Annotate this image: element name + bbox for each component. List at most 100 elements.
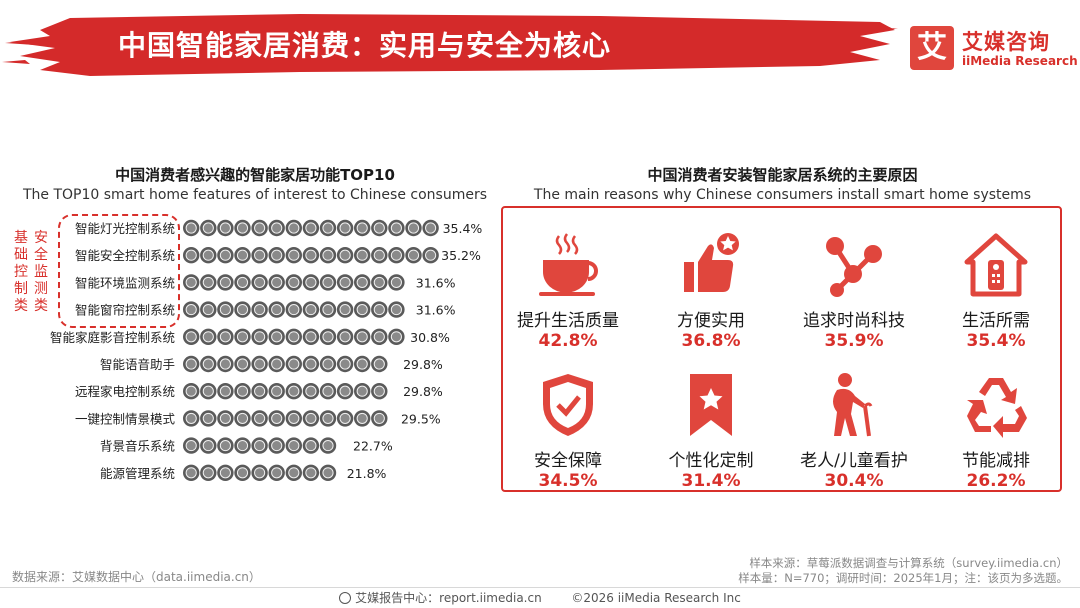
bar-unit-disc-inner [305,331,317,343]
reason-label: 生活所需 [962,311,1030,331]
reason-item: 方便实用 36.8% [646,230,776,351]
reason-label: 追求时尚科技 [803,311,905,331]
logo-mark: 艾 [910,26,954,70]
bar-unit-disc-inner [288,249,300,261]
sample-source-note: 样本来源：草莓派数据调查与计算系统（survey.iimedia.cn） [749,556,1068,570]
bar [183,301,405,318]
bar-unit-disc-inner [390,331,402,343]
bar-unit-disc-inner [407,249,420,261]
report-center-link[interactable]: 艾媒报告中心：report.iimedia.cn [355,591,542,605]
bar-unit-disc-inner [356,358,368,370]
bar-unit-disc-inner [356,249,368,261]
bar-unit-disc-inner [305,412,317,424]
bar-unit-disc-inner [219,304,231,316]
bar-unit-disc-inner [202,385,214,397]
bar-unit-disc-inner [236,276,249,288]
bar-unit-disc-inner [305,304,317,316]
bar-unit-disc-inner [202,440,214,452]
value-label: 29.8% [403,357,443,372]
bar-unit-disc-inner [202,467,214,479]
bar-unit-disc-inner [339,385,351,397]
bar-unit-disc-inner [390,222,402,234]
bar-unit-disc-inner [219,331,231,343]
bar-unit-disc-inner [356,304,368,316]
bar-unit-disc-inner [373,331,385,343]
reason-label: 提升生活质量 [517,311,619,331]
bar-unit-disc-inner [202,331,214,343]
reason-value: 26.2% [966,471,1026,491]
bar-unit-disc-inner [339,304,351,316]
bar-unit-disc-inner [322,412,334,424]
value-label: 35.4% [443,221,483,236]
group-label-basic: 基础控制类 [14,230,28,314]
reason-label: 老人/儿童看护 [800,451,908,471]
bar-unit-disc-inner [373,249,385,261]
bar-unit-disc-inner [271,249,283,261]
bar-unit-disc-inner [305,249,317,261]
bar-unit-disc-inner [254,331,266,343]
category-label: 一键控制情景模式 [75,411,176,426]
elderly-person-icon [833,373,873,437]
bar-unit-disc-inner [185,385,197,397]
bar-unit-disc-inner [322,467,334,479]
bar-unit-disc-inner [373,412,385,424]
bar-unit-disc-inner [356,385,368,397]
bar-unit-disc-inner [305,358,317,370]
bar [183,355,388,373]
bar-unit-disc-inner [254,412,266,424]
value-label: 31.6% [416,275,456,290]
bar-unit-disc-inner [219,440,231,452]
bar-unit-disc-inner [236,440,249,452]
coffee-cup-icon [539,233,598,296]
bar-unit-disc-inner [219,276,231,288]
bar-unit-disc-inner [185,412,197,424]
value-label: 31.6% [416,303,456,318]
bar-unit-disc-inner [322,358,334,370]
bar-unit-disc-inner [339,222,351,234]
category-label: 智能环境监测系统 [75,275,175,290]
reason-label: 节能减排 [962,451,1030,471]
bar-unit-disc-inner [271,467,283,479]
bar-unit-disc-inner [236,385,249,397]
bar-unit-disc-inner [236,412,249,424]
bar-unit-disc-inner [271,358,283,370]
bar-unit-disc-inner [219,467,231,479]
bar-unit-disc-inner [305,440,317,452]
bar-unit-disc-inner [254,467,266,479]
bar-unit-disc-inner [305,276,317,288]
bar-unit-disc-inner [254,304,266,316]
bar-unit-disc-inner [185,276,197,288]
value-label: 29.5% [401,411,441,426]
bar-unit-disc-inner [219,222,231,234]
bar-unit-disc-inner [288,467,300,479]
category-label: 背景音乐系统 [100,439,175,454]
bar-unit-disc-inner [271,276,283,288]
bar-unit-disc-inner [202,358,214,370]
bar-unit-disc-inner [407,222,420,234]
home-remote-icon [964,233,1028,297]
bar-unit-disc-inner [254,385,266,397]
bar-unit-disc-inner [373,276,385,288]
bar-unit-disc-inner [254,358,266,370]
bar-unit-disc-inner [271,222,283,234]
bar-unit-disc-inner [185,467,197,479]
reason-value: 31.4% [681,471,741,491]
bar-unit-disc-inner [202,222,214,234]
bar-unit-disc-inner [322,440,334,452]
category-label: 智能灯光控制系统 [75,221,175,236]
bar-unit-disc-inner [390,249,402,261]
bar-unit-disc-inner [288,412,300,424]
bar-unit-disc-inner [339,331,351,343]
bar-unit-disc-inner [185,440,197,452]
bar [183,410,388,427]
globe-icon [339,592,352,604]
reason-value: 36.8% [681,331,741,351]
bar-unit-disc-inner [185,222,197,234]
category-label: 智能语音助手 [100,357,175,372]
left-title-cn: 中国消费者感兴趣的智能家居功能TOP10 [115,166,395,184]
bar-unit-disc-inner [322,249,334,261]
category-label: 智能安全控制系统 [75,248,175,263]
bar-unit-disc-inner [339,249,351,261]
category-label: 远程家电控制系统 [75,384,175,399]
bar-unit-disc-inner [271,385,283,397]
